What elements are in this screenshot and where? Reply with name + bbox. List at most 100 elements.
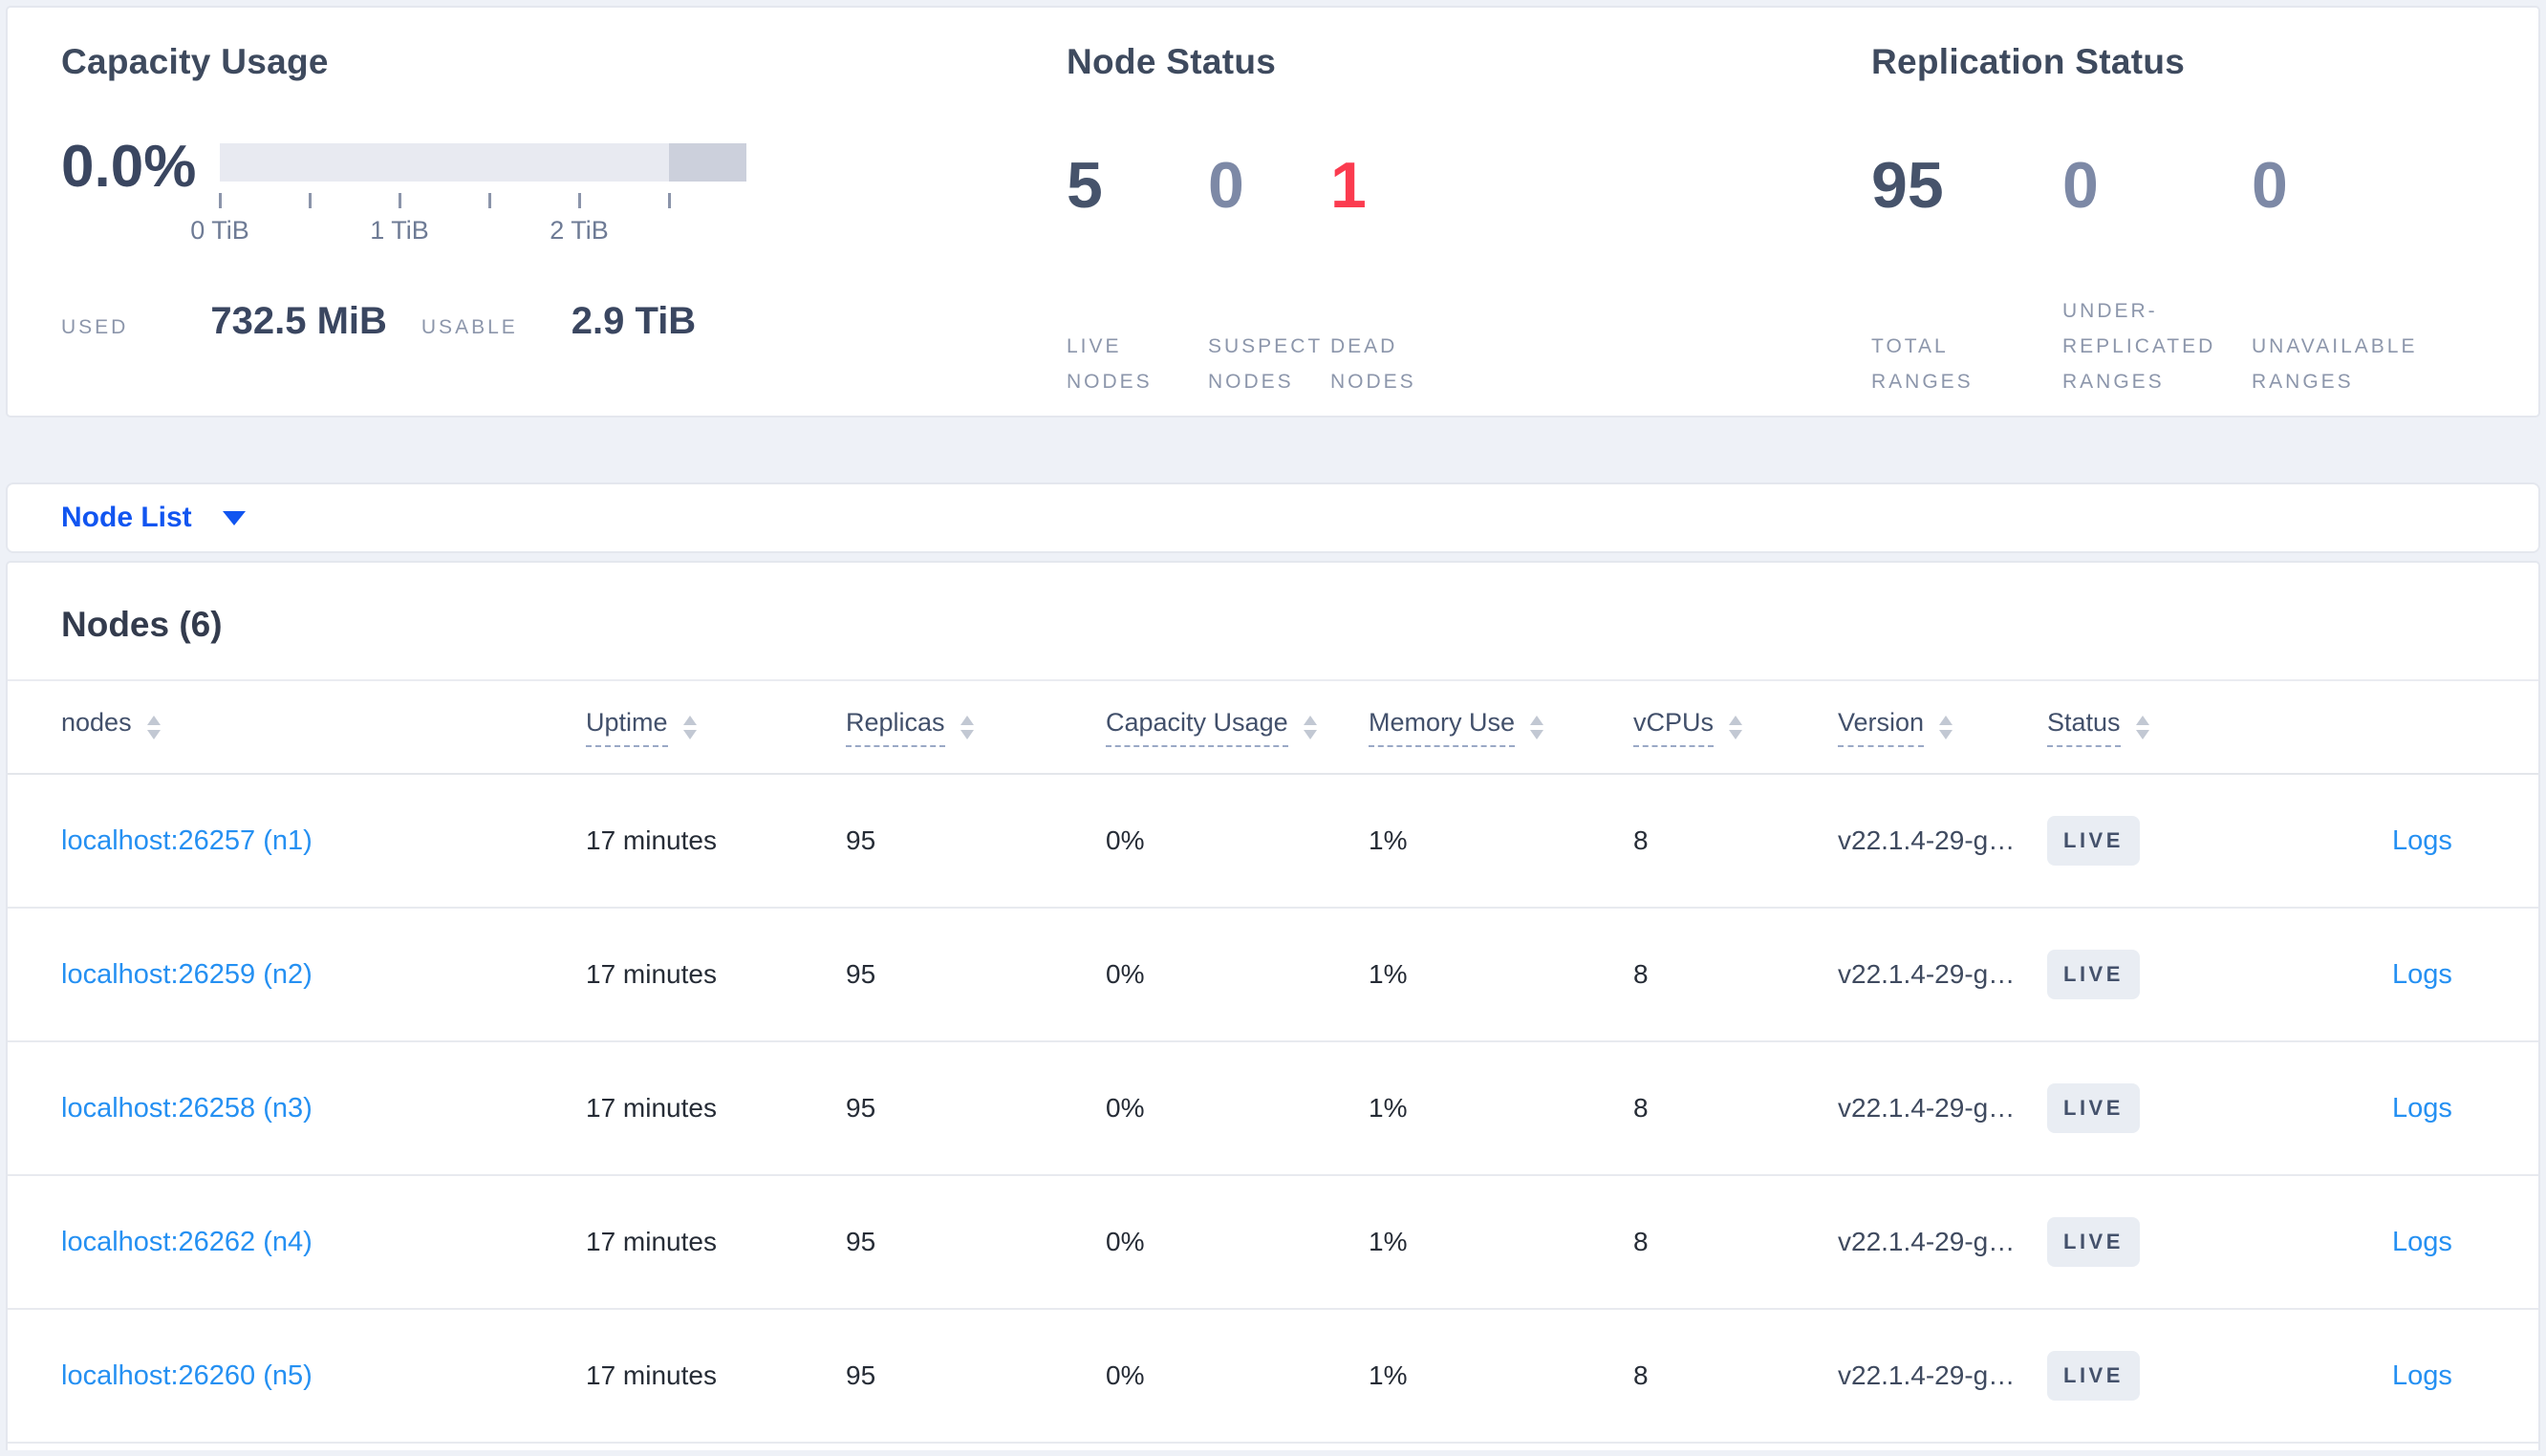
memory-cell: 1%: [1369, 1227, 1408, 1256]
node-status-title: Node Status: [1067, 42, 1277, 81]
capacity-tick-label: 0 TiB: [190, 216, 249, 245]
capacity-cell: 0%: [1106, 1227, 1145, 1256]
capacity-tick-labels: 0 TiB 1 TiB 2 TiB: [190, 216, 746, 246]
column-header-label[interactable]: nodes: [61, 707, 132, 737]
memory-cell: 1%: [1369, 825, 1408, 855]
column-header-label[interactable]: Memory Use: [1369, 708, 1516, 747]
vcpus-cell: 8: [1633, 959, 1649, 989]
column-header-label[interactable]: vCPUs: [1633, 708, 1715, 747]
column-header[interactable]: Status: [2047, 708, 2392, 747]
vcpus-cell: 8: [1633, 1227, 1649, 1256]
replicas-cell: 95: [846, 1093, 876, 1123]
sort-icon[interactable]: [1530, 715, 1544, 739]
metric-label: LIVE NODES: [1067, 335, 1153, 393]
column-header[interactable]: Memory Use: [1369, 708, 1633, 747]
capacity-tick: [219, 193, 222, 208]
view-selector[interactable]: Node List: [6, 482, 2540, 553]
sort-icon[interactable]: [682, 715, 697, 739]
replicas-cell: 95: [846, 1360, 876, 1390]
metric-value: 5: [1067, 149, 1103, 222]
table-row: localhost:26260 (n5) 17 minutes 95 0% 1%…: [8, 1310, 2538, 1444]
summary-metric: 5 LIVE NODES: [1067, 122, 1208, 399]
node-link[interactable]: localhost:26260 (n5): [61, 1360, 313, 1391]
uptime-cell: 17 minutes: [586, 1360, 717, 1390]
sort-icon[interactable]: [1939, 715, 1953, 739]
capacity-bar-segment: [669, 143, 746, 182]
metric-label: TOTAL RANGES: [1871, 335, 1974, 393]
column-header-label[interactable]: Status: [2047, 708, 2121, 747]
uptime-cell: 17 minutes: [586, 825, 717, 855]
table-row: localhost:26258 (n3) 17 minutes 95 0% 1%…: [8, 1042, 2538, 1176]
vcpus-cell: 8: [1633, 825, 1649, 855]
sort-icon[interactable]: [146, 715, 161, 739]
column-header[interactable]: Version: [1838, 708, 2047, 747]
capacity-ticks: [219, 193, 746, 208]
capacity-bar-block: 0 TiB 1 TiB 2 TiB: [190, 130, 746, 246]
usable-value: 2.9 TiB: [571, 300, 697, 342]
uptime-cell: 17 minutes: [586, 1227, 717, 1256]
column-header-label[interactable]: Capacity Usage: [1106, 708, 1288, 747]
metric-label: DEAD NODES: [1330, 335, 1416, 393]
logs-link[interactable]: Logs: [2392, 1226, 2452, 1257]
metric-value: 0: [2252, 149, 2288, 222]
replication-status-metrics: 95 TOTAL RANGES 0 UNDER- REPLICATED RANG…: [1871, 122, 2538, 399]
sort-icon[interactable]: [2135, 715, 2149, 739]
metric-label: UNAVAILABLE RANGES: [2252, 335, 2418, 393]
logs-link[interactable]: Logs: [2392, 1092, 2452, 1124]
capacity-percent: 0.0%: [61, 134, 197, 200]
column-header[interactable]: Uptime: [586, 708, 846, 747]
version-cell: v22.1.4-29-g…: [1838, 1093, 2016, 1123]
column-header[interactable]: nodes: [61, 708, 586, 747]
table-row: localhost:26259 (n2) 17 minutes 95 0% 1%…: [8, 909, 2538, 1042]
column-header-label[interactable]: Replicas: [846, 708, 945, 747]
capacity-tick: [668, 193, 671, 208]
memory-cell: 1%: [1369, 1093, 1408, 1123]
node-link[interactable]: localhost:26259 (n2): [61, 958, 313, 990]
capacity-tick: [399, 193, 401, 208]
version-cell: v22.1.4-29-g…: [1838, 1360, 2016, 1390]
replicas-cell: 95: [846, 959, 876, 989]
status-badge: LIVE: [2047, 950, 2140, 999]
capacity-cell: 0%: [1106, 1093, 1145, 1123]
logs-link[interactable]: Logs: [2392, 958, 2452, 990]
column-header[interactable]: Capacity Usage: [1106, 708, 1369, 747]
view-selector-label[interactable]: Node List: [61, 502, 192, 533]
status-badge: LIVE: [2047, 1083, 2140, 1133]
logs-link[interactable]: Logs: [2392, 1360, 2452, 1391]
replicas-cell: 95: [846, 1227, 876, 1256]
sort-icon[interactable]: [1729, 715, 1743, 739]
column-header-label[interactable]: Version: [1838, 708, 1925, 747]
table-header-row: nodes Uptime Replicas Capacity Usage Mem…: [8, 681, 2538, 775]
column-header-label[interactable]: Uptime: [586, 708, 668, 747]
node-status-section: Node Status 5 LIVE NODES 0 SUSPECT NODES…: [1067, 42, 1871, 416]
node-link[interactable]: localhost:26257 (n1): [61, 824, 313, 856]
node-link[interactable]: localhost:26258 (n3): [61, 1092, 313, 1124]
replicas-cell: 95: [846, 825, 876, 855]
column-header[interactable]: Replicas: [846, 708, 1106, 747]
capacity-cell: 0%: [1106, 1360, 1145, 1390]
metric-value: 0: [2062, 149, 2099, 222]
vcpus-cell: 8: [1633, 1360, 1649, 1390]
replication-status-section: Replication Status 95 TOTAL RANGES 0 UND…: [1871, 42, 2538, 416]
metric-label: SUSPECT NODES: [1208, 335, 1324, 393]
metric-label: UNDER- REPLICATED RANGES: [2062, 300, 2216, 393]
node-link[interactable]: localhost:26262 (n4): [61, 1226, 313, 1257]
replication-status-title: Replication Status: [1871, 42, 2186, 81]
version-cell: v22.1.4-29-g…: [1838, 1227, 2016, 1256]
memory-cell: 1%: [1369, 959, 1408, 989]
chevron-down-icon: [222, 510, 246, 525]
status-badge: LIVE: [2047, 1217, 2140, 1267]
used-label: USED: [61, 316, 129, 338]
status-badge: LIVE: [2047, 816, 2140, 866]
sort-icon[interactable]: [1303, 715, 1317, 739]
logs-link[interactable]: Logs: [2392, 824, 2452, 856]
sort-icon[interactable]: [960, 715, 974, 739]
metric-value: 95: [1871, 149, 1944, 222]
status-badge: LIVE: [2047, 1351, 2140, 1401]
table-row: localhost:26262 (n4) 17 minutes 95 0% 1%…: [8, 1176, 2538, 1310]
metric-value: 1: [1330, 149, 1367, 222]
column-header[interactable]: vCPUs: [1633, 708, 1838, 747]
node-status-metrics: 5 LIVE NODES 0 SUSPECT NODES 1 DEAD NODE…: [1067, 122, 1871, 399]
capacity-bar-row: 0.0% 0 TiB 1 TiB 2 TiB: [61, 130, 1067, 246]
